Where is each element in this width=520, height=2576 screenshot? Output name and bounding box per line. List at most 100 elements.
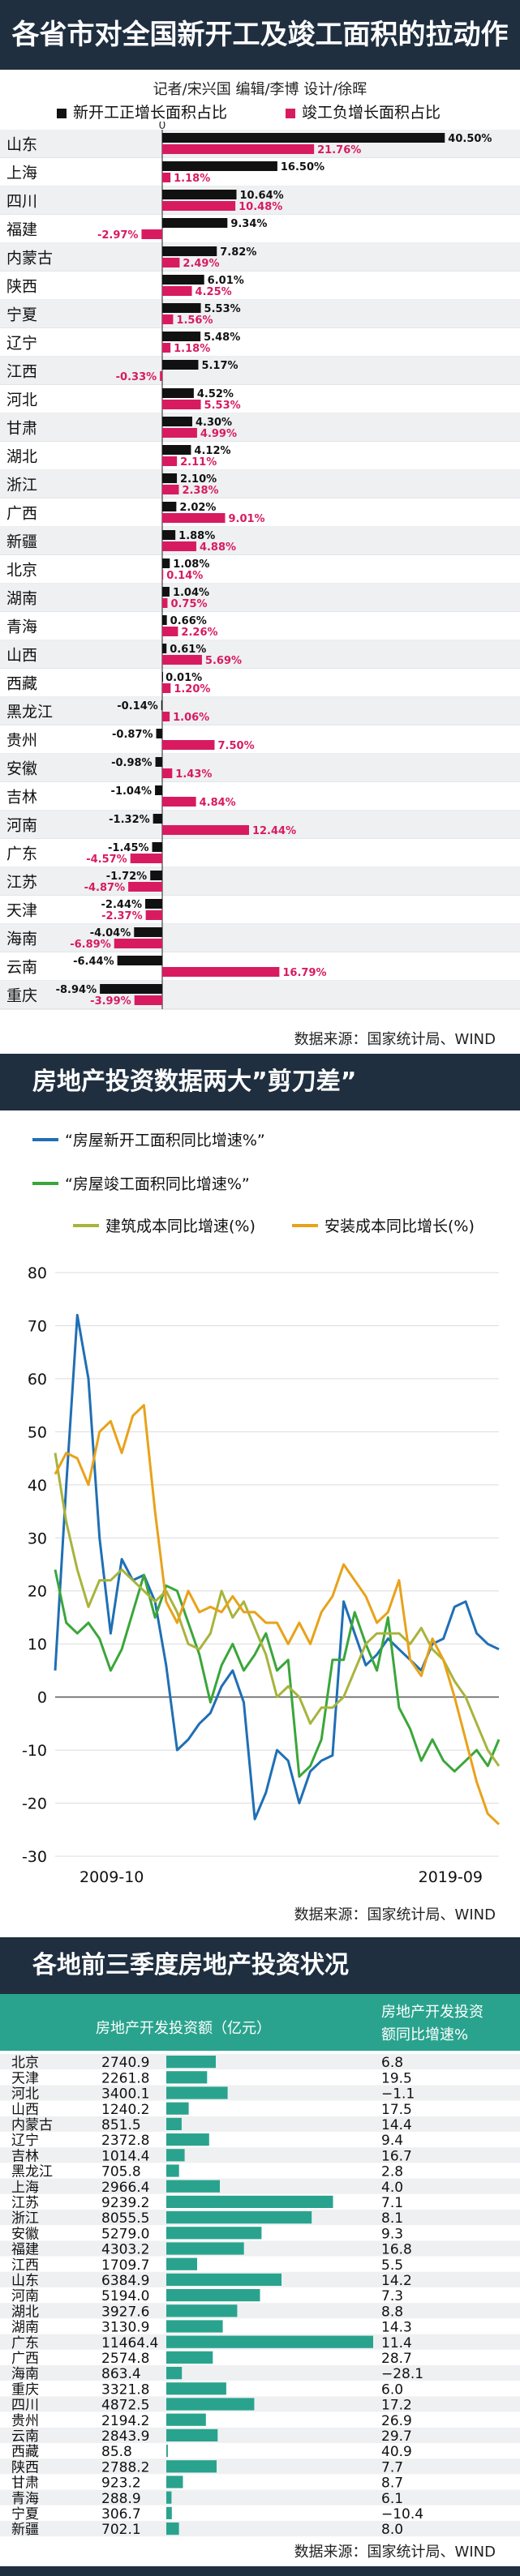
table-investment: 2194.2 xyxy=(101,2413,149,2429)
x-tick-label: 2019-09 xyxy=(419,1868,483,1886)
investment-bar xyxy=(166,2211,312,2224)
row-band xyxy=(0,357,520,385)
new-start-bar xyxy=(162,303,201,313)
table-growth: 19.5 xyxy=(381,2070,412,2086)
completion-bar xyxy=(162,258,180,267)
new-start-value: -0.98% xyxy=(111,757,153,769)
table-growth: 17.5 xyxy=(381,2102,412,2118)
new-start-value: -0.14% xyxy=(117,700,158,712)
investment-bar xyxy=(166,2445,168,2458)
table-growth: 14.4 xyxy=(381,2117,412,2133)
province-label: 宁夏 xyxy=(6,306,37,324)
table-row xyxy=(0,2069,520,2086)
new-start-bar xyxy=(162,530,176,540)
table-province: 广西 xyxy=(11,2351,39,2367)
new-start-value: 4.30% xyxy=(196,417,232,429)
section2-title: 房地产投资数据两大”剪刀差” xyxy=(0,1054,520,1110)
col1-header: 房地产开发投资额（亿元） xyxy=(96,2020,271,2037)
new-start-value: 1.04% xyxy=(173,587,209,599)
completion-bar xyxy=(162,967,280,977)
table-growth: −10.4 xyxy=(381,2506,423,2523)
row-band xyxy=(0,669,520,697)
legend-label: 建筑成本同比增速(%) xyxy=(105,1217,256,1235)
row-band xyxy=(0,442,520,470)
table-province: 山西 xyxy=(11,2102,39,2118)
new-start-bar xyxy=(100,984,162,994)
table-province: 四川 xyxy=(11,2398,39,2414)
province-label: 河北 xyxy=(6,392,37,409)
completion-bar xyxy=(141,229,162,239)
row-band xyxy=(0,555,520,584)
province-label: 四川 xyxy=(6,193,37,211)
table-row xyxy=(0,2100,520,2116)
table-province: 辽宁 xyxy=(11,2133,39,2149)
province-label: 湖南 xyxy=(6,590,37,608)
completion-bar xyxy=(162,541,196,551)
investment-bar xyxy=(166,2071,208,2084)
y-tick-label: 60 xyxy=(28,1371,47,1389)
completion-value: 2.38% xyxy=(182,485,218,497)
row-band xyxy=(0,413,520,442)
investment-bar xyxy=(166,2195,333,2208)
new-start-value: 1.88% xyxy=(178,530,215,542)
table-investment: 3130.9 xyxy=(101,2320,149,2336)
new-start-bar xyxy=(162,360,199,370)
legend-new-start: 新开工正增长面积占比 xyxy=(57,101,227,122)
legend-new-label: 新开工正增长面积占比 xyxy=(73,104,228,122)
investment-bar xyxy=(166,2227,262,2240)
completion-value: 4.25% xyxy=(196,286,232,298)
table-row xyxy=(0,2085,520,2101)
province-label: 陕西 xyxy=(6,278,37,296)
investment-bar xyxy=(166,2523,179,2535)
y-tick-label: -30 xyxy=(22,1848,47,1866)
new-start-bar xyxy=(162,190,237,199)
province-label: 贵州 xyxy=(6,732,37,750)
completion-value: 2.11% xyxy=(180,456,217,469)
table-investment: 2843.9 xyxy=(101,2428,149,2445)
table-investment: 6384.9 xyxy=(101,2273,149,2289)
completion-value: 1.18% xyxy=(174,173,210,185)
investment-bar xyxy=(166,2056,216,2069)
completion-bar xyxy=(134,995,162,1005)
table-investment: 306.7 xyxy=(101,2506,141,2523)
table-investment: 3321.8 xyxy=(101,2381,149,2398)
table-investment: 3400.1 xyxy=(101,2086,149,2103)
investment-bar xyxy=(166,2398,255,2411)
table-row xyxy=(0,2365,520,2381)
completion-value: 1.06% xyxy=(173,712,209,724)
province-label: 河南 xyxy=(6,817,37,835)
new-start-value: -6.44% xyxy=(73,956,114,968)
source-note-2: 数据来源：国家统计局、WIND xyxy=(294,1906,496,1923)
completion-bar xyxy=(162,286,192,296)
table-growth: 4.0 xyxy=(381,2180,403,2196)
table-investment: 8055.5 xyxy=(101,2210,149,2227)
y-tick-label: 20 xyxy=(28,1583,47,1601)
table-province: 黑龙江 xyxy=(11,2164,53,2180)
table-investment: 4303.2 xyxy=(101,2242,149,2258)
investment-bar xyxy=(166,2102,189,2115)
table-province: 吉林 xyxy=(11,2148,39,2164)
table-investment: 11464.4 xyxy=(101,2335,158,2351)
new-start-value: -1.32% xyxy=(109,814,150,826)
new-start-bar xyxy=(117,956,162,965)
completion-value: 5.53% xyxy=(204,400,241,412)
new-start-bar xyxy=(162,133,445,143)
table-growth: 14.3 xyxy=(381,2320,412,2336)
completion-bar xyxy=(160,371,162,381)
completion-bar xyxy=(162,173,171,182)
new-start-value: 16.50% xyxy=(281,161,324,173)
new-start-bar xyxy=(162,417,192,426)
new-start-bar xyxy=(162,218,228,228)
row-band xyxy=(0,385,520,413)
new-start-bar xyxy=(155,785,162,795)
table-row xyxy=(0,2147,520,2163)
series-line xyxy=(54,1453,501,1767)
table-investment: 2372.8 xyxy=(101,2133,149,2149)
y-tick-label: 30 xyxy=(28,1530,47,1547)
table-growth: 11.4 xyxy=(381,2335,412,2351)
province-label: 山西 xyxy=(6,647,37,665)
table-row xyxy=(0,2427,520,2443)
province-label: 上海 xyxy=(6,165,37,182)
new-start-value: 0.01% xyxy=(165,672,202,684)
new-start-value: 5.17% xyxy=(201,360,238,372)
